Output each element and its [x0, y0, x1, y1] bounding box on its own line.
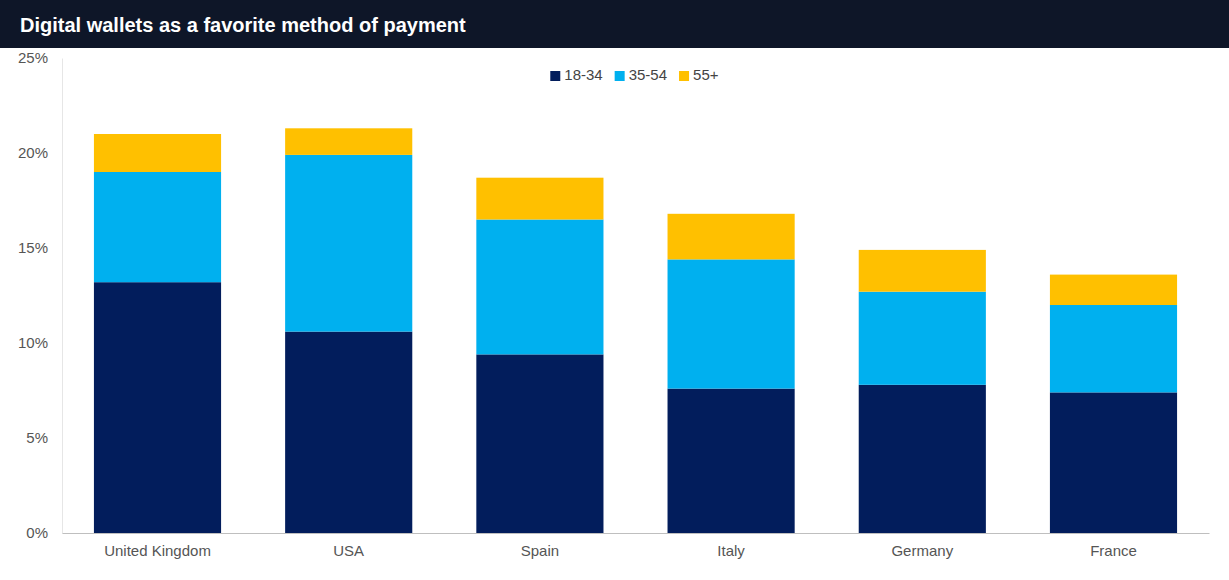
tick-label: 20%: [18, 144, 48, 161]
bar: [476, 220, 603, 355]
legend-swatch: [550, 71, 560, 81]
legend-item: 35-54: [615, 66, 667, 83]
bar: [285, 155, 412, 332]
bar: [1050, 305, 1177, 392]
legend-label: 55+: [693, 66, 719, 83]
bar: [476, 354, 603, 533]
legend-item: 55+: [679, 66, 719, 83]
legend-swatch: [615, 71, 625, 81]
series: [94, 128, 1177, 305]
tick-label: Germany: [891, 542, 953, 559]
legend-item: 18-34: [550, 66, 602, 83]
axis-line: [62, 59, 63, 534]
tick-label: 0%: [26, 524, 48, 541]
bar: [859, 250, 986, 292]
x-axis: United Kingdom USA Spain Italy Germany France: [63, 533, 1210, 559]
tick: 25%: [18, 49, 62, 66]
axis-line: [63, 533, 1210, 534]
tick: Italy: [717, 533, 745, 559]
tick: 10%: [18, 334, 62, 351]
tick: Spain: [521, 533, 559, 559]
legend-label: 18-34: [564, 66, 602, 83]
series: [94, 155, 1177, 393]
tick-label: Italy: [717, 542, 745, 559]
bar: [285, 128, 412, 155]
tick: USA: [333, 533, 364, 559]
tick-label: 5%: [26, 429, 48, 446]
tick: Germany: [891, 533, 953, 559]
bar: [285, 332, 412, 533]
legend: 18-34 35-54 55+: [550, 66, 718, 83]
tick: 0%: [26, 524, 62, 541]
plot: 0% 5% 10% 15% 20% 25% United Kingdom USA Spain It…: [18, 49, 1210, 558]
bar: [476, 178, 603, 220]
bar: [1050, 275, 1177, 305]
y-axis: 0% 5% 10% 15% 20% 25%: [18, 49, 63, 541]
bar: [1050, 392, 1177, 533]
legend-swatch: [679, 71, 689, 81]
title-bar: [0, 0, 1229, 48]
bar: [668, 389, 795, 533]
bars: [94, 128, 1177, 533]
bar: [668, 259, 795, 388]
tick: 20%: [18, 144, 62, 161]
bar: [859, 292, 986, 385]
bar: [94, 282, 221, 533]
tick-label: France: [1090, 542, 1137, 559]
chart: Digital wallets as a favorite method of …: [0, 0, 1229, 580]
tick-label: 10%: [18, 334, 48, 351]
tick: 15%: [18, 239, 62, 256]
tick-label: 15%: [18, 239, 48, 256]
tick-label: United Kingdom: [104, 542, 211, 559]
series: [94, 282, 1177, 533]
bar: [859, 385, 986, 533]
tick: United Kingdom: [104, 533, 211, 559]
bar: [94, 172, 221, 282]
title: Digital wallets as a favorite method of …: [20, 14, 466, 36]
tick: France: [1090, 533, 1137, 559]
tick: 5%: [26, 429, 62, 446]
tick-label: USA: [333, 542, 364, 559]
bar: [94, 134, 221, 172]
tick-label: Spain: [521, 542, 559, 559]
bar: [668, 214, 795, 260]
legend-label: 35-54: [629, 66, 667, 83]
tick-label: 25%: [18, 49, 48, 66]
